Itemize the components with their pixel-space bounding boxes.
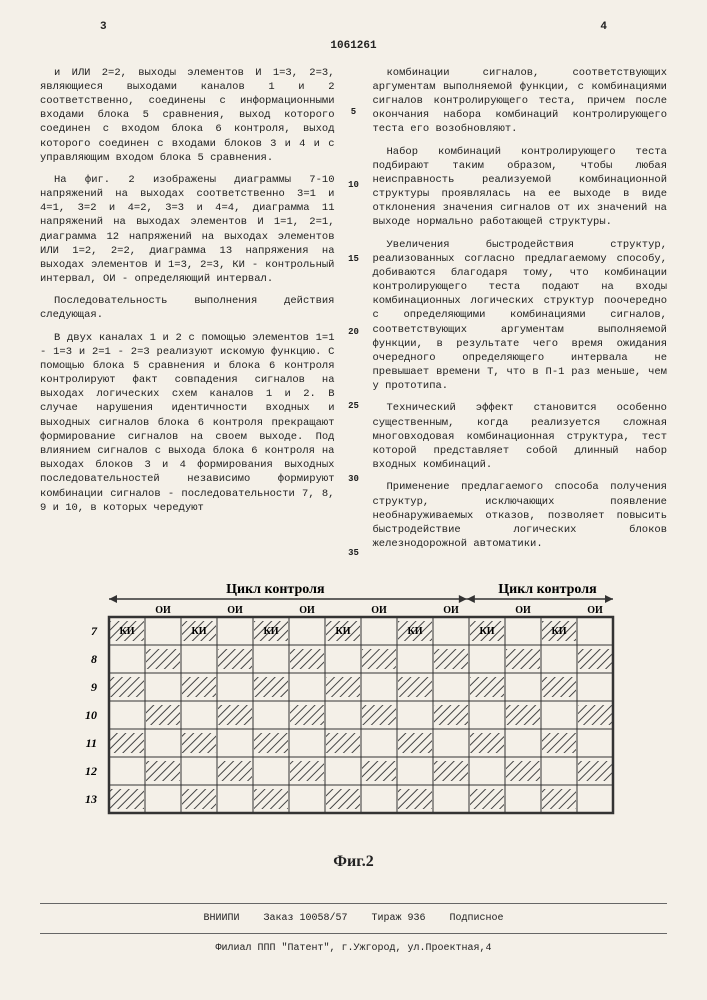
svg-text:КИ: КИ: [335, 626, 350, 637]
svg-text:12: 12: [85, 764, 97, 778]
svg-text:КИ: КИ: [551, 626, 566, 637]
left-p1: и ИЛИ 2=2, выходы элементов И 1=3, 2=3, …: [40, 66, 335, 165]
svg-text:ОИ: ОИ: [155, 605, 171, 616]
ln-15: 15: [345, 253, 363, 265]
footer-subscr: Подписное: [450, 913, 504, 924]
right-column: комбинации сигналов, соответствующих арг…: [373, 66, 668, 560]
left-p4: В двух каналах 1 и 2 с помощью элементов…: [40, 331, 335, 515]
footer-tirage: Тираж 936: [372, 913, 426, 924]
svg-text:КИ: КИ: [407, 626, 422, 637]
svg-text:13: 13: [85, 792, 97, 806]
ln-10: 10: [345, 179, 363, 191]
left-p3: Последовательность выполнения действия с…: [40, 294, 335, 322]
doc-number: 1061261: [40, 39, 667, 54]
footer-order: Заказ 10058/57: [263, 913, 347, 924]
footer-vniipi: ВНИИПИ: [203, 913, 239, 924]
ln-30: 30: [345, 473, 363, 485]
page-right: 4: [600, 20, 607, 35]
ln-35: 35: [345, 547, 363, 559]
svg-text:ОИ: ОИ: [227, 605, 243, 616]
svg-text:КИ: КИ: [191, 626, 206, 637]
ln-5: 5: [345, 106, 363, 118]
footer-rule-mid: [40, 933, 667, 934]
right-p5: Применение предлагаемого способа получен…: [373, 480, 668, 551]
svg-text:Цикл контроля: Цикл контроля: [226, 582, 325, 597]
svg-text:ОИ: ОИ: [443, 605, 459, 616]
footer-address: Филиал ППП "Патент", г.Ужгород, ул.Проек…: [40, 942, 667, 956]
svg-text:11: 11: [85, 736, 96, 750]
svg-text:9: 9: [91, 680, 97, 694]
footer: ВНИИПИ Заказ 10058/57 Тираж 936 Подписно…: [40, 903, 667, 956]
timing-diagram: Цикл контроля Цикл контроля 7 8 9 10 11 12 13 ОИ О…: [69, 577, 639, 847]
svg-text:ОИ: ОИ: [299, 605, 315, 616]
right-p2: Набор комбинаций контролирующего теста п…: [373, 145, 668, 230]
svg-text:КИ: КИ: [263, 626, 278, 637]
left-column: и ИЛИ 2=2, выходы элементов И 1=3, 2=3, …: [40, 66, 335, 560]
svg-text:ОИ: ОИ: [587, 605, 603, 616]
svg-text:КИ: КИ: [479, 626, 494, 637]
svg-text:Цикл контроля: Цикл контроля: [498, 582, 597, 597]
footer-rule-top: [40, 903, 667, 904]
ln-25: 25: [345, 400, 363, 412]
ln-20: 20: [345, 326, 363, 338]
right-p4: Технический эффект становится особенно с…: [373, 401, 668, 472]
page-left: 3: [100, 20, 107, 35]
right-p3: Увеличения быстродействия структур, реал…: [373, 238, 668, 394]
figure-label: Фиг.2: [40, 851, 667, 873]
svg-text:ОИ: ОИ: [371, 605, 387, 616]
svg-text:ОИ: ОИ: [515, 605, 531, 616]
svg-text:10: 10: [85, 708, 97, 722]
svg-text:7: 7: [91, 624, 98, 638]
left-p2: На фиг. 2 изображены диаграммы 7-10 напр…: [40, 173, 335, 286]
svg-text:КИ: КИ: [119, 626, 134, 637]
svg-text:8: 8: [91, 652, 97, 666]
right-p1: комбинации сигналов, соответствующих арг…: [373, 66, 668, 137]
text-columns: и ИЛИ 2=2, выходы элементов И 1=3, 2=3, …: [40, 66, 667, 560]
line-numbers: 5 10 15 20 25 30 35: [345, 66, 363, 560]
